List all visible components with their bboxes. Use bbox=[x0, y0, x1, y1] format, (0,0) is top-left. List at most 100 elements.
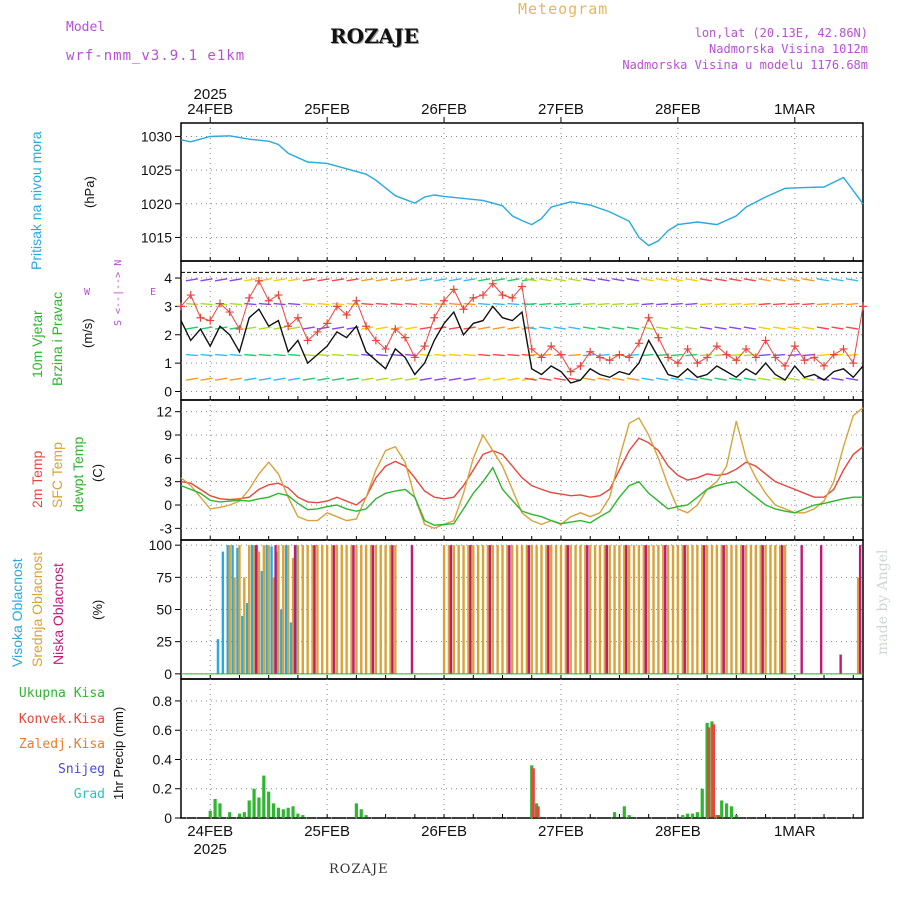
wind-arrow bbox=[743, 377, 756, 381]
wind-arrow bbox=[641, 377, 654, 381]
wind-gust-point bbox=[293, 313, 302, 322]
cloud-bar bbox=[525, 545, 529, 674]
cloud-bar bbox=[389, 545, 392, 674]
precip-bar bbox=[364, 815, 368, 818]
wind-gust-point bbox=[440, 296, 449, 305]
wind-gust-point bbox=[274, 291, 283, 300]
cloud-bar bbox=[233, 577, 236, 674]
wind-arrow bbox=[434, 353, 447, 357]
cloud-bar bbox=[603, 545, 607, 674]
cloud-bar bbox=[511, 545, 514, 674]
wind-arrow bbox=[758, 278, 771, 282]
wind-arrow bbox=[478, 278, 491, 282]
wind-arrow bbox=[200, 302, 213, 306]
wind-arrow bbox=[375, 353, 388, 357]
wind-arrow bbox=[612, 278, 625, 282]
wind-gust-point bbox=[820, 361, 829, 370]
wind-arrow bbox=[802, 326, 815, 330]
cloud-bar bbox=[686, 545, 689, 674]
precip-bar bbox=[286, 807, 290, 818]
cloud-bar bbox=[608, 545, 611, 674]
precip-bar bbox=[281, 809, 285, 818]
wind-arrow bbox=[463, 278, 476, 282]
y-tick-label: 1020 bbox=[141, 196, 172, 212]
cloud-bar bbox=[330, 545, 334, 674]
cloud-bar bbox=[754, 545, 758, 674]
precip-bar bbox=[218, 803, 222, 818]
cloud-bar bbox=[598, 545, 602, 674]
cloud-bar bbox=[228, 545, 231, 674]
cloud-bar bbox=[710, 545, 714, 674]
wind-gust-point bbox=[264, 296, 273, 305]
x-day-label-top: 25FEB bbox=[304, 101, 350, 118]
cloud-bar bbox=[705, 545, 709, 674]
cloud-bar bbox=[722, 545, 725, 674]
wind-compass-w: W bbox=[84, 287, 91, 298]
wind-gust-point bbox=[459, 305, 468, 314]
wind-gust-point bbox=[518, 282, 526, 291]
precip-bar bbox=[242, 812, 246, 818]
cloud-bar bbox=[481, 545, 485, 674]
precip-bar bbox=[531, 768, 535, 818]
wind-gust-point bbox=[225, 308, 234, 317]
y-tick-label: 1 bbox=[164, 355, 172, 371]
wind-arrow bbox=[641, 302, 654, 306]
wind-arrow bbox=[244, 377, 257, 381]
precip-bar bbox=[247, 800, 251, 818]
cloud-bar bbox=[316, 545, 319, 674]
wind-gust-point bbox=[556, 350, 565, 359]
model-altitude-label: Nadmorska Visina u modelu 1176.68m bbox=[622, 58, 868, 72]
wind-arrow bbox=[492, 377, 505, 381]
wind-arrow bbox=[802, 353, 815, 357]
y-tick-label: 6 bbox=[164, 450, 172, 466]
wind-gust-line bbox=[180, 279, 864, 373]
cloud-bar bbox=[761, 545, 764, 674]
wind-arrow bbox=[346, 278, 359, 282]
wind-gust-point bbox=[469, 293, 478, 302]
wind-arrow bbox=[331, 302, 345, 306]
series-line bbox=[180, 466, 863, 526]
wind-arrow bbox=[331, 353, 345, 357]
cloud-bar bbox=[742, 545, 745, 674]
cloud-bar bbox=[267, 545, 270, 674]
wind-gust-point bbox=[235, 325, 244, 334]
wind-arrow bbox=[816, 278, 830, 282]
cloud-bar bbox=[618, 545, 621, 674]
wind-arrow bbox=[478, 377, 491, 381]
wind-gust-point bbox=[488, 279, 497, 288]
precip-bar bbox=[734, 815, 738, 818]
wind-arrow bbox=[185, 353, 198, 357]
wind-gust-point bbox=[206, 316, 215, 325]
wind-arrow bbox=[787, 353, 800, 357]
wind-arrow bbox=[258, 353, 272, 357]
wind-arrow bbox=[317, 326, 330, 330]
wind-arrow bbox=[419, 278, 432, 282]
cloud-bar bbox=[652, 545, 655, 674]
cloud-bar bbox=[623, 545, 626, 674]
wind-arrow bbox=[758, 302, 771, 306]
wind-arrow bbox=[787, 278, 800, 282]
wind-arrow bbox=[612, 377, 625, 381]
cloud-bar bbox=[449, 545, 453, 674]
cloud-bar bbox=[486, 545, 490, 674]
wind-arrow bbox=[273, 278, 286, 282]
cloud-bar bbox=[488, 545, 492, 674]
wind-arrow bbox=[831, 326, 844, 330]
wind-arrow bbox=[846, 302, 859, 306]
precip-bar bbox=[725, 803, 729, 818]
wind-arrow bbox=[346, 377, 359, 381]
y-tick-label: 0.6 bbox=[153, 722, 173, 738]
cloud-bar bbox=[313, 545, 316, 674]
wind-arrow bbox=[258, 326, 272, 330]
cloud-bar bbox=[613, 545, 616, 674]
wind-arrow bbox=[375, 302, 388, 306]
cloud-bar bbox=[749, 545, 753, 674]
cloud-bar bbox=[691, 545, 694, 674]
wind-arrow bbox=[641, 326, 654, 330]
precip-bar bbox=[720, 800, 724, 818]
wind-arrow bbox=[331, 326, 345, 330]
cloud-bar bbox=[819, 545, 823, 674]
wind-arrow bbox=[404, 326, 418, 330]
cloud-bar bbox=[671, 545, 675, 674]
cloud-bar bbox=[566, 545, 570, 674]
